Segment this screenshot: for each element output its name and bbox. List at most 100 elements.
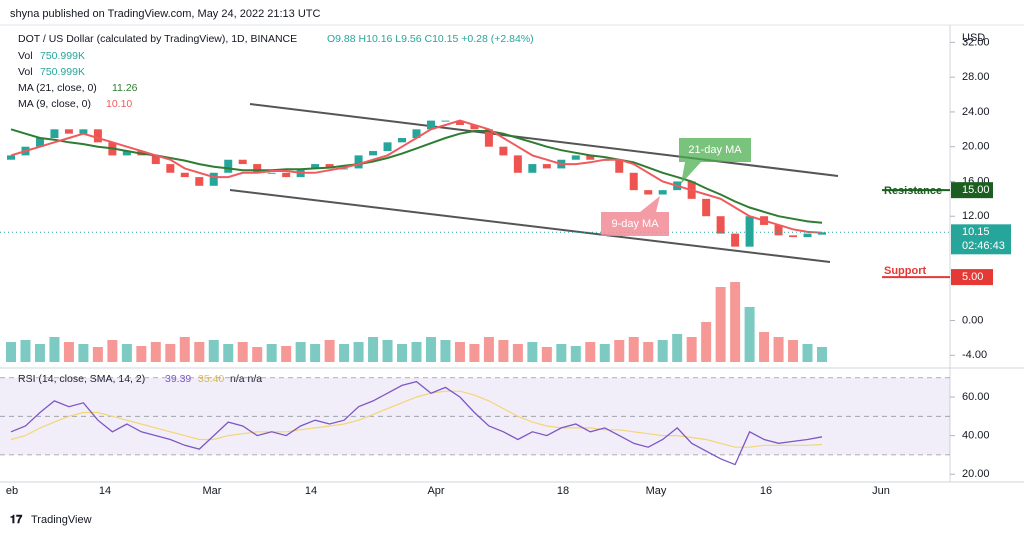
price-tick-label: 24.00 <box>962 106 990 118</box>
volume-bar <box>556 344 567 362</box>
candle <box>441 120 450 122</box>
volume-bar <box>295 342 306 362</box>
legend-rsi-value: 39.39 <box>165 373 191 385</box>
candle <box>238 159 247 165</box>
volume-bar <box>208 340 219 362</box>
price-tick-label: 0.00 <box>962 314 983 326</box>
price-tick-label: 20.00 <box>962 141 990 153</box>
candle <box>209 172 218 186</box>
candle <box>340 168 349 170</box>
legend-ma9-value: 10.10 <box>106 98 132 110</box>
legend-ma9: MA (9, close, 0) <box>18 98 91 110</box>
channel-upper <box>249 103 839 177</box>
x-tick-label: May <box>646 485 667 497</box>
candle <box>311 164 320 169</box>
volume-bar <box>788 340 799 362</box>
volume-bar <box>107 340 118 362</box>
volume-bar <box>353 342 364 362</box>
volume-bar <box>150 342 161 362</box>
volume-bar <box>397 344 408 362</box>
ma21 <box>10 128 823 224</box>
volume-bar <box>49 337 60 362</box>
price-tick-label: -4.00 <box>962 349 987 361</box>
candle <box>180 172 189 178</box>
candle <box>7 155 15 160</box>
candle <box>369 151 378 156</box>
volume-bar <box>324 340 335 362</box>
legend-ohlc: O9.88 H10.16 L9.56 C10.15 +0.28 (+2.84%) <box>327 33 534 45</box>
volume-bar <box>512 344 523 362</box>
legend-ma21: MA (21, close, 0) <box>18 82 97 94</box>
candle <box>484 129 493 147</box>
candle <box>803 233 812 238</box>
ma9-callout <box>601 196 669 236</box>
brand: TradingView <box>31 514 92 526</box>
candle <box>79 129 88 134</box>
volume-bar <box>136 346 147 362</box>
ma9 <box>10 119 823 234</box>
candle <box>499 146 508 156</box>
x-tick-label: eb <box>6 485 18 497</box>
candle <box>644 190 653 195</box>
volume-bar <box>657 340 668 362</box>
candle <box>50 129 59 138</box>
volume-bar <box>498 340 509 362</box>
resistance-badge <box>951 182 993 199</box>
candle <box>615 159 624 173</box>
legend-rsi-na: n/a n/a <box>230 373 262 385</box>
legend-vol2: Vol <box>18 66 33 78</box>
price-tick-label: 32.00 <box>962 36 990 48</box>
volume-bar <box>628 337 639 362</box>
candle <box>731 233 740 247</box>
x-tick-label: Apr <box>427 485 444 497</box>
volume-bar <box>179 337 190 362</box>
volume-bar <box>368 337 379 362</box>
volume-bar <box>454 342 465 362</box>
rsi-tick-label: 40.00 <box>962 430 990 442</box>
volume-bar <box>585 342 596 362</box>
countdown: 02:46:43 <box>962 240 1005 252</box>
legend-rsi: RSI (14, close, SMA, 14, 2) <box>18 373 145 385</box>
candle <box>64 129 73 134</box>
volume-bar <box>194 342 205 362</box>
candle <box>93 129 102 143</box>
volume-bar <box>541 347 552 362</box>
candle <box>398 138 407 143</box>
candle <box>658 190 667 195</box>
candle <box>818 232 826 235</box>
volume-bar <box>744 307 755 362</box>
candle <box>470 124 479 130</box>
channel-lower <box>229 189 831 263</box>
volume-bar <box>121 344 132 362</box>
ma9-callout-text: 9-day MA <box>611 218 659 230</box>
candle <box>253 164 262 173</box>
volume-bar <box>817 347 827 362</box>
legend-vol-value: 750.999K <box>40 50 85 62</box>
x-tick-label: Jun <box>872 485 890 497</box>
candle <box>354 155 363 169</box>
x-tick-label: 16 <box>760 485 772 497</box>
legend-ma21-value: 11.26 <box>112 82 138 94</box>
volume-bar <box>382 340 393 362</box>
x-tick-label: 18 <box>557 485 569 497</box>
candle <box>166 164 175 173</box>
candle <box>629 172 638 191</box>
volume-bar <box>802 344 813 362</box>
volume-bar <box>469 344 480 362</box>
x-tick-label: Mar <box>203 485 222 497</box>
volume-bar <box>252 347 263 362</box>
candle <box>716 216 725 234</box>
candle <box>282 172 291 178</box>
ma21-callout-text: 21-day MA <box>688 144 742 156</box>
price-tick-label: 28.00 <box>962 71 990 83</box>
volume-bar <box>701 322 712 362</box>
volume-bar <box>63 342 74 362</box>
candle <box>325 164 334 169</box>
rsi <box>10 380 823 466</box>
volume-bar <box>425 337 436 362</box>
rsi-band <box>0 377 950 455</box>
candle <box>586 155 595 160</box>
candle <box>383 142 392 152</box>
candle <box>702 198 711 217</box>
